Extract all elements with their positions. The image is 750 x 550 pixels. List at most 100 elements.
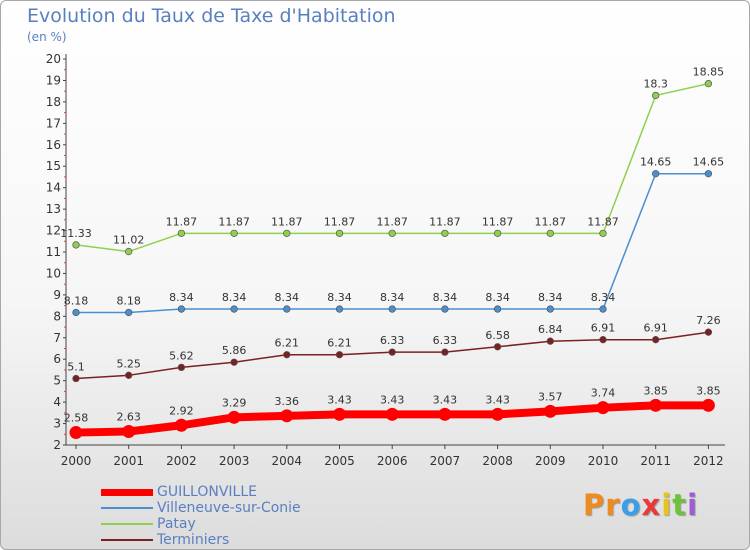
logo-letter: i [687,488,699,522]
y-tick-label: 17 [46,116,61,130]
legend-swatch [101,523,153,525]
x-tick-label: 2000 [61,454,92,468]
data-label: 6.33 [433,334,458,347]
x-tick-label: 2011 [640,454,671,468]
data-label: 6.58 [485,329,510,342]
data-point [230,358,238,366]
data-point [125,247,133,256]
data-label: 8.34 [275,291,300,304]
data-label: 5.86 [222,344,247,357]
data-point [283,305,291,313]
data-point [493,229,502,237]
data-label: 14.65 [693,156,725,169]
data-label: 8.34 [591,291,616,304]
chart-title: Evolution du Taux de Taxe d'Habitation [27,5,396,27]
data-point [704,170,713,178]
data-point [599,336,607,344]
y-tick-label: 14 [46,181,61,195]
x-tick-label: 2008 [482,454,513,468]
y-tick-label: 3 [53,417,61,431]
logo-letter: i [661,488,673,522]
x-tick-label: 2006 [377,454,408,468]
x-tick-label: 2007 [430,454,461,468]
data-label: 11.87 [429,215,461,228]
data-point [177,305,186,313]
data-label: 3.29 [222,396,247,409]
y-tick-label: 9 [53,288,61,302]
x-tick-label: 2003 [219,454,250,468]
data-label: 11.87 [218,215,250,228]
data-point [388,229,396,237]
y-tick-label: 4 [53,395,61,409]
y-tick-label: 13 [46,202,61,216]
y-tick-label: 2 [53,438,61,452]
data-label: 3.36 [275,395,300,408]
data-label: 11.02 [113,234,145,247]
y-tick-label: 5 [53,374,61,388]
x-tick-label: 2009 [535,454,566,468]
data-label: 3.43 [485,393,510,406]
data-point [596,401,610,415]
legend-swatch [101,539,153,541]
data-label: 18.85 [693,66,725,79]
data-point [335,229,344,237]
y-tick-label: 19 [46,73,61,87]
data-label: 5.1 [67,361,85,374]
data-point [493,305,502,313]
data-point [388,348,396,356]
logo-letter: r [605,488,621,522]
x-tick-label: 2004 [272,454,303,468]
data-point [125,308,133,317]
data-label: 11.87 [324,215,356,228]
y-tick-label: 8 [53,309,61,323]
legend-label: Villeneuve-sur-Conie [157,500,301,516]
data-label: 8.34 [222,291,247,304]
y-tick-label: 11 [46,245,61,259]
data-point [385,407,399,421]
data-label: 6.33 [380,334,405,347]
legend-label: GUILLONVILLE [157,484,257,500]
data-point [177,229,186,237]
data-label: 11.87 [271,215,303,228]
data-label: 11.87 [535,215,567,228]
data-point [599,229,607,237]
data-point [546,229,554,237]
data-point [704,80,713,88]
data-label: 6.91 [643,322,668,335]
legend-label: Terminiers [157,532,230,548]
data-label: 8.18 [116,294,141,307]
data-label: 3.43 [327,393,352,406]
logo-letter: x [641,488,662,522]
data-point [280,409,294,423]
chart-unit-label: (en %) [27,30,67,44]
y-tick-label: 20 [46,52,61,66]
data-point [441,229,449,237]
legend-swatch [101,488,153,496]
data-label: 11.87 [482,215,514,228]
data-point [388,305,396,313]
x-tick-label: 2012 [693,454,724,468]
data-label: 14.65 [640,156,672,169]
data-point [177,363,186,372]
legend-swatch [101,507,153,509]
data-label: 6.84 [538,323,563,336]
data-label: 3.43 [380,393,405,406]
data-point [701,398,715,412]
y-tick-label: 7 [53,331,61,345]
data-label: 3.74 [591,387,616,400]
y-tick-label: 10 [46,266,61,280]
data-label: 11.87 [587,215,619,228]
data-point [652,170,660,178]
data-point [441,348,449,356]
data-label: 5.62 [169,349,194,362]
data-label: 6.21 [327,337,352,350]
data-point [546,305,554,313]
data-point [438,407,452,421]
data-point [543,404,557,418]
data-label: 11.87 [166,215,198,228]
proxiti-logo: Proxiti [583,488,698,522]
data-label: 6.21 [275,337,300,350]
data-label: 18.3 [643,77,668,90]
data-point [72,241,80,249]
data-label: 11.87 [376,215,408,228]
